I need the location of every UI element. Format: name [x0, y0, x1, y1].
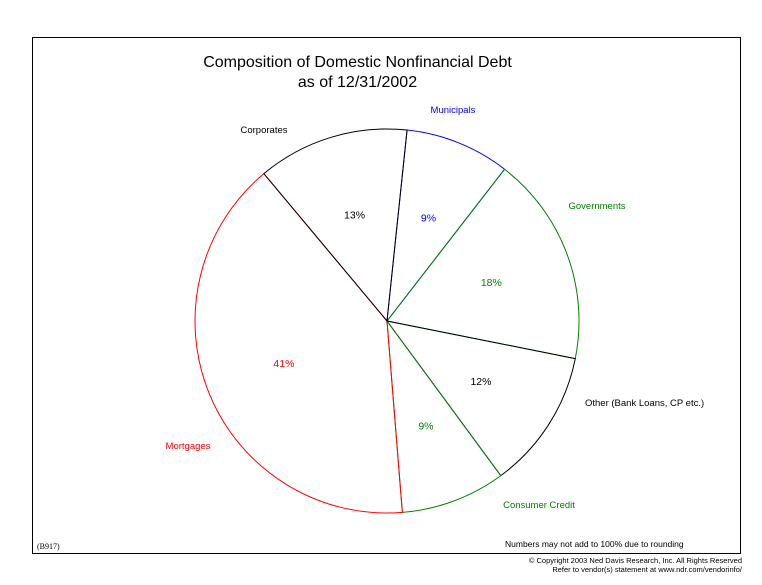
chart-frame — [32, 37, 741, 554]
pie-slice-other-bank-loans-cp-etc — [385, 320, 576, 477]
slice-name-label: Municipals — [431, 105, 476, 116]
pie-slice-governments — [386, 168, 580, 360]
rounding-note: Numbers may not add to 100% due to round… — [505, 539, 684, 549]
pie-slice-mortgages — [194, 172, 403, 514]
vendor-text: Refer to vendor(s) statement at www.ndr.… — [552, 565, 742, 574]
chart-subtitle: as of 12/31/2002 — [297, 74, 418, 91]
slice-percent-label: 18% — [481, 277, 502, 289]
slice-name-label: Governments — [568, 201, 625, 212]
slice-percent-label: 9% — [421, 213, 436, 225]
pie-slice-corporates — [263, 128, 408, 323]
chart-title: Composition of Domestic Nonfinancial Deb… — [203, 54, 512, 71]
pie-slice-municipals — [386, 129, 506, 323]
copyright-text: © Copyright 2003 Ned Davis Research, Inc… — [528, 556, 742, 565]
pie-slice-consumer-credit — [386, 319, 502, 513]
slice-name-label: Other (Bank Loans, CP etc.) — [585, 398, 704, 409]
slice-name-label: Mortgages — [166, 441, 211, 452]
copyright-block: © Copyright 2003 Ned Davis Research, Inc… — [529, 556, 742, 574]
slice-name-label: Corporates — [241, 125, 288, 136]
slice-percent-label: 9% — [418, 420, 433, 432]
slice-percent-label: 13% — [344, 209, 365, 221]
slice-percent-label: 12% — [470, 376, 491, 388]
slice-name-label: Consumer Credit — [503, 500, 575, 511]
chart-code: (B917) — [37, 542, 60, 551]
slice-percent-label: 41% — [273, 358, 294, 370]
